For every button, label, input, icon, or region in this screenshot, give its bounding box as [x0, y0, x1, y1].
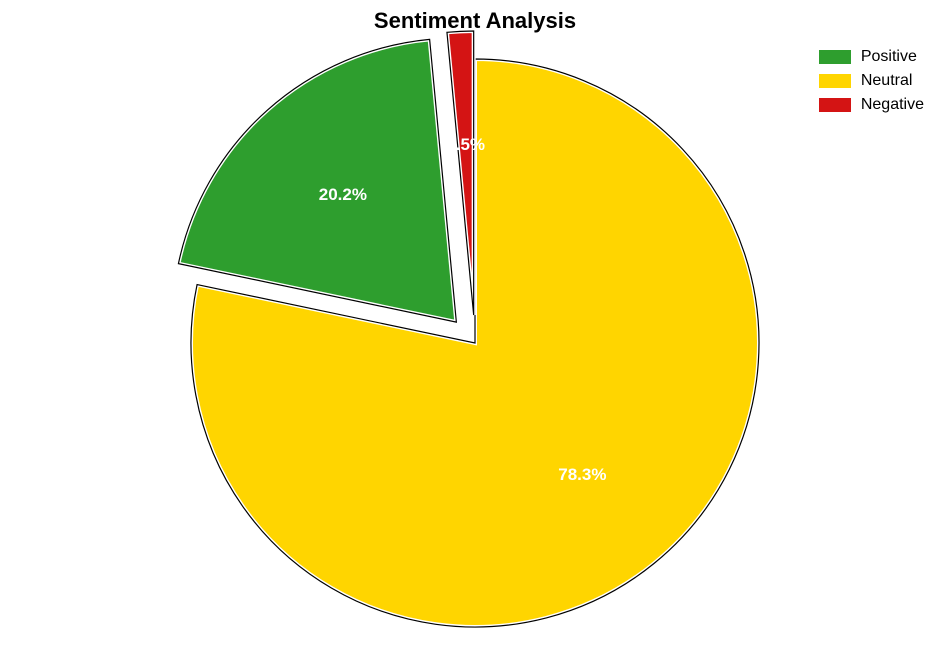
legend-item-positive: Positive	[819, 48, 924, 66]
legend-item-neutral: Neutral	[819, 72, 924, 90]
pie-slice-positive	[178, 39, 456, 322]
legend-label-neutral: Neutral	[861, 72, 913, 90]
pie-chart-svg	[0, 0, 950, 662]
legend-swatch-negative	[819, 98, 851, 112]
legend-swatch-neutral	[819, 74, 851, 88]
pie-chart-container: Sentiment Analysis 78.3%20.2%1.5% Positi…	[0, 0, 950, 662]
legend-label-positive: Positive	[861, 48, 917, 66]
legend-item-negative: Negative	[819, 96, 924, 114]
pie-label-negative: 1.5%	[446, 135, 485, 155]
legend-label-negative: Negative	[861, 96, 924, 114]
pie-label-positive: 20.2%	[319, 185, 367, 205]
pie-label-neutral: 78.3%	[558, 465, 606, 485]
legend: Positive Neutral Negative	[819, 48, 924, 120]
legend-swatch-positive	[819, 50, 851, 64]
